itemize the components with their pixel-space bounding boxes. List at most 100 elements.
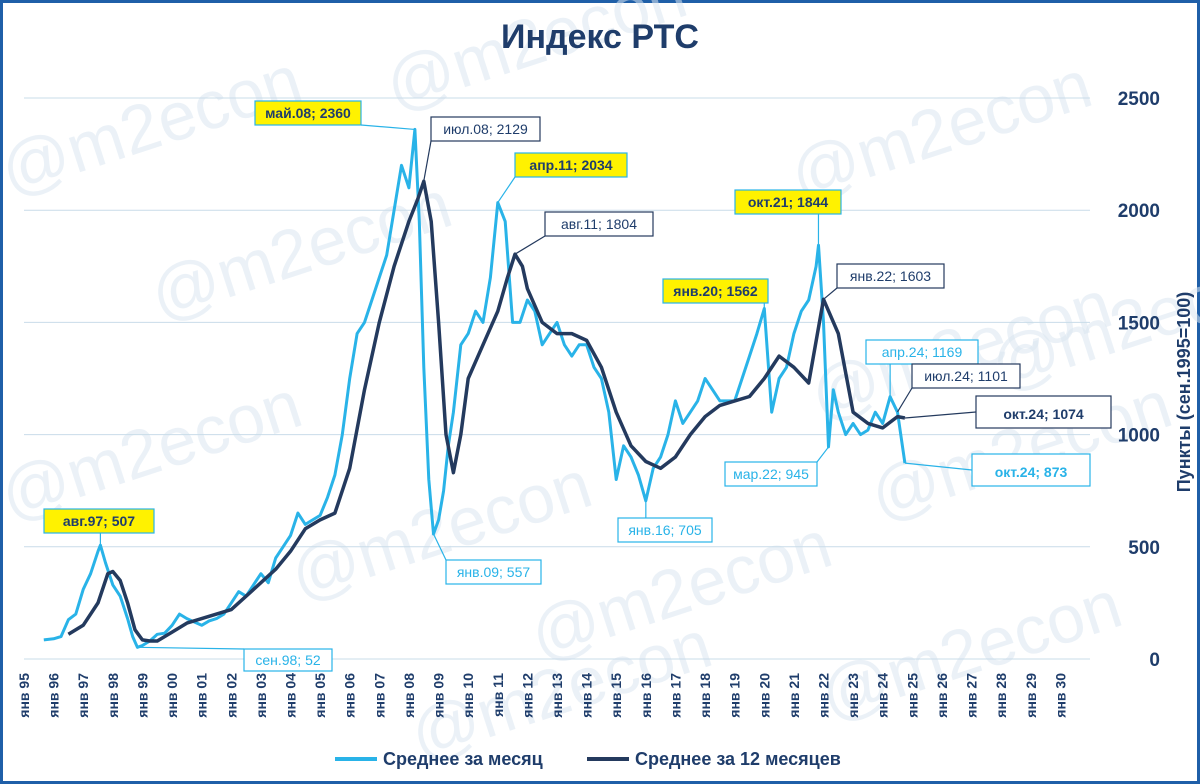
annotation-box [836, 263, 945, 289]
x-tick-label: янв 24 [875, 673, 891, 718]
x-tick-label: янв 00 [164, 673, 180, 718]
x-tick-label: янв 21 [786, 673, 802, 718]
annotation-label: апр.11; 2034 [529, 157, 612, 173]
annotation-label: янв.09; 557 [457, 564, 531, 580]
x-tick-label: янв 28 [993, 673, 1009, 718]
x-tick-label: янв 99 [134, 673, 150, 718]
x-tick-label: янв 25 [904, 673, 920, 718]
annotation-label: окт.24; 873 [995, 464, 1068, 480]
annotation-leader [137, 646, 245, 650]
y-axis-label: Пункты (сен.1995=100) [1174, 292, 1194, 493]
annotation-box [243, 648, 333, 672]
y-tick-label: 500 [1128, 538, 1160, 559]
annotation-leader [904, 411, 977, 419]
x-tick-label: янв 18 [697, 673, 713, 718]
annotation-leader [514, 235, 546, 255]
annotation-box [445, 559, 542, 585]
x-tick-label: янв 13 [549, 673, 565, 718]
x-tick-label: янв 08 [401, 673, 417, 718]
annotation-label: янв.22; 1603 [850, 268, 931, 284]
annotation-label: июл.08; 2129 [443, 121, 528, 137]
annotation-box [975, 395, 1112, 429]
annotation-label: мар.22; 945 [733, 466, 809, 482]
series-line-yearly [67, 179, 906, 643]
annotation-box [865, 339, 979, 365]
y-tick-label: 2000 [1118, 201, 1160, 222]
watermark: @m2econ [281, 446, 600, 614]
annotation-label: янв.16; 705 [628, 522, 702, 538]
annotation-box [724, 461, 818, 487]
annotation-label: авг.11; 1804 [561, 216, 637, 232]
y-axis: 0 500 1000 1500 2000 2500 [1118, 89, 1160, 671]
x-tick-label: янв 26 [934, 673, 950, 718]
x-tick-label: янв 06 [342, 673, 358, 718]
series-line-monthly [43, 127, 907, 649]
y-tick-label: 2500 [1118, 89, 1160, 110]
x-tick-label: янв 98 [105, 673, 121, 718]
annotation-leader [904, 462, 973, 471]
x-tick-label: янв 12 [519, 673, 535, 718]
y-tick-label: 1000 [1118, 426, 1160, 447]
x-tick-label: янв 97 [75, 673, 91, 718]
annotation-label: май.08; 2360 [265, 105, 351, 121]
annotation-leader [423, 140, 432, 182]
annotation-leader [823, 287, 838, 300]
x-tick-label: янв 23 [845, 673, 861, 718]
x-tick-label: янв 16 [638, 673, 654, 718]
x-tick-label: янв 09 [431, 673, 447, 718]
x-tick-label: янв 20 [756, 673, 772, 718]
x-tick-label: янв 96 [46, 673, 62, 718]
x-tick-label: янв 30 [1052, 673, 1068, 718]
annotation-box [971, 453, 1091, 487]
series-layer [43, 127, 907, 649]
x-tick-label: янв 10 [460, 673, 476, 718]
annotation-box [617, 517, 713, 543]
annotation-leader [360, 124, 415, 131]
annotation-box [43, 508, 155, 534]
legend: Среднее за месяц Среднее за 12 месяцев [335, 749, 841, 769]
x-tick-label: янв 02 [223, 673, 239, 718]
x-tick-label: янв 17 [667, 673, 683, 718]
x-axis: янв 95 янв 96 янв 97 янв 98 янв 99 янв 00 янв … [16, 673, 1068, 718]
annotation-label: апр.24; 1169 [882, 344, 963, 360]
annotation-leader [497, 176, 516, 203]
annotation-label: июл.24; 1101 [924, 368, 1008, 384]
x-tick-label: янв 19 [727, 673, 743, 718]
annotation-leader [897, 387, 913, 413]
y-tick-label: 0 [1149, 650, 1160, 671]
x-tick-label: янв 22 [816, 673, 832, 718]
watermark: @m2econ [781, 46, 1100, 214]
grid [24, 97, 1090, 660]
annotation-leader [432, 533, 447, 561]
x-tick-label: янв 05 [312, 673, 328, 718]
y-tick-label: 1500 [1118, 313, 1160, 334]
x-tick-label: янв 07 [371, 673, 387, 718]
annotation-box [430, 116, 541, 142]
annotation-box [662, 278, 769, 304]
x-tick-label: янв 11 [490, 673, 506, 717]
annotation-box [254, 100, 362, 126]
annotation-leader [816, 446, 830, 463]
x-tick-label: янв 27 [964, 673, 980, 718]
x-tick-label: янв 29 [1023, 673, 1039, 718]
x-tick-label: янв 04 [283, 673, 299, 718]
legend-label-monthly: Среднее за месяц [383, 749, 543, 769]
annotation-label: окт.24; 1074 [1003, 406, 1084, 422]
annotation-label: окт.21; 1844 [748, 194, 829, 210]
x-tick-label: янв 01 [194, 673, 210, 718]
x-tick-label: янв 14 [579, 673, 595, 718]
annotation-label: янв.20; 1562 [673, 283, 758, 299]
chart-title: Индекс РТС [501, 18, 699, 56]
x-tick-label: янв 15 [608, 673, 624, 718]
annotation-label: авг.97; 507 [63, 513, 135, 529]
annotation-box [544, 211, 654, 237]
legend-label-yearly: Среднее за 12 месяцев [635, 749, 841, 769]
annotation-box [911, 363, 1021, 389]
annotation-label: сен.98; 52 [255, 652, 321, 668]
annotation-layer: авг.97; 507 сен.98; 52 май.08; 2360 июл.08;… [43, 100, 1112, 672]
annotation-box [734, 189, 842, 215]
x-tick-label: янв 03 [253, 673, 269, 718]
annotation-box [514, 152, 628, 178]
